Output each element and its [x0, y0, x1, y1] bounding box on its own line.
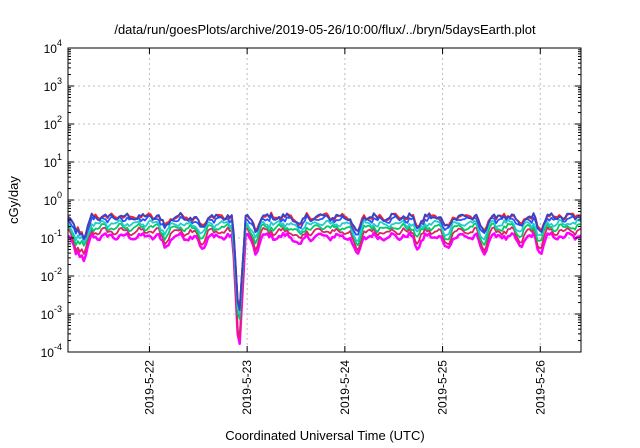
- y-tick-label: 104: [44, 38, 62, 56]
- x-tick-label: 2019-5-25: [436, 360, 450, 415]
- y-axis: 10-4 10-3 10-2 10-1 100 101 102 103 104: [41, 38, 581, 360]
- series-line: [67, 218, 582, 315]
- y-tick-label: 100: [44, 190, 62, 208]
- y-tick-label: 10-1: [41, 228, 62, 246]
- x-tick-label: 2019-5-24: [338, 360, 352, 415]
- x-tick-label: 2019-5-23: [240, 360, 254, 415]
- y-axis-label: cGy/day: [6, 176, 21, 224]
- x-tick-label: 2019-5-26: [533, 360, 547, 415]
- y-tick-label: 102: [44, 114, 62, 132]
- y-tick-label: 10-4: [41, 342, 62, 360]
- grid: [68, 48, 581, 352]
- x-tick-label: 2019-5-22: [142, 360, 156, 415]
- series-line: [67, 226, 582, 340]
- series-line: [67, 231, 582, 346]
- x-axis: 2019-5-22 2019-5-23 2019-5-24 2019-5-25 2019…: [142, 48, 547, 415]
- y-tick-label: 103: [44, 76, 62, 94]
- y-tick-label: 101: [44, 152, 62, 170]
- chart-title: /data/run/goesPlots/archive/2019-05-26/1…: [114, 22, 536, 37]
- x-axis-label: Coordinated Universal Time (UTC): [225, 428, 424, 443]
- series-line: [67, 212, 582, 311]
- y-tick-label: 10-3: [41, 304, 62, 322]
- y-tick-label: 10-2: [41, 266, 62, 284]
- series-group: [67, 211, 582, 346]
